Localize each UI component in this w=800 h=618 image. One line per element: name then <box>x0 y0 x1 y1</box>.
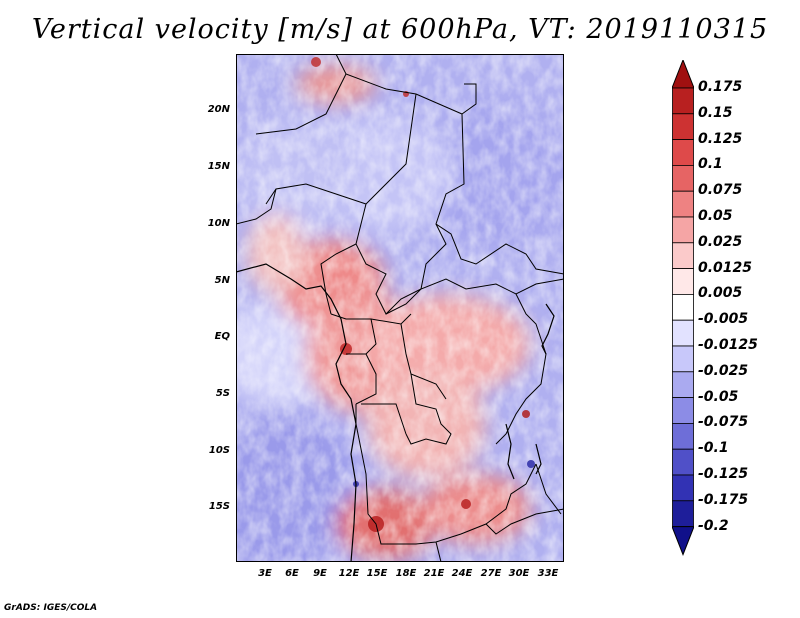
lon-label-15e: 15E <box>366 568 388 579</box>
lon-label-24e: 24E <box>451 568 473 579</box>
colorbar-tick-label: -0.175 <box>698 491 749 508</box>
lon-label-9e: 9E <box>313 568 327 579</box>
lat-label-20n: 20N <box>207 104 230 115</box>
colorbar-tick-label: -0.125 <box>698 466 749 482</box>
colorbar-tick-label: -0.1 <box>698 440 729 457</box>
lon-label-3e: 3E <box>258 568 272 579</box>
colorbar-swatch <box>672 242 694 270</box>
colorbar-swatch <box>672 190 694 218</box>
colorbar-tick-label: -0.0125 <box>698 337 758 353</box>
lake-victoria-outline <box>541 303 555 355</box>
lat-label-eq: EQ <box>214 331 230 342</box>
colorbar-tick-label: -0.075 <box>698 414 749 431</box>
colorbar-swatch <box>672 397 694 424</box>
colorbar-swatch <box>672 165 694 192</box>
lon-label-27e: 27E <box>480 568 502 579</box>
colorbar-tick-label: -0.05 <box>698 388 739 405</box>
lon-label-30e: 30E <box>508 568 530 579</box>
colorbar-swatch <box>672 319 694 347</box>
lon-label-6e: 6E <box>285 568 299 579</box>
colorbar-tick-label: 0.0125 <box>698 259 753 276</box>
colorbar-tick-label: 0.005 <box>698 285 743 302</box>
colorbar <box>672 60 694 556</box>
lat-label-5s: 5S <box>215 388 230 399</box>
colorbar-swatch <box>672 113 694 140</box>
colorbar-tick-label: 0.05 <box>698 208 733 224</box>
map-frame <box>236 54 564 562</box>
lat-label-10s: 10S <box>208 445 230 456</box>
lon-label-21e: 21E <box>423 568 445 579</box>
colorbar-tick-label: 0.125 <box>698 130 743 147</box>
colorbar-swatch <box>672 422 694 450</box>
country-borders <box>236 54 564 562</box>
lat-label-5n: 5N <box>214 275 230 286</box>
lat-label-10n: 10N <box>207 218 230 229</box>
lat-label-15s: 15S <box>208 501 230 512</box>
colorbar-tick-label: -0.005 <box>698 311 749 328</box>
colorbar-swatch <box>672 345 694 373</box>
lat-label-15n: 15N <box>207 161 230 172</box>
colorbar-swatch <box>672 87 694 115</box>
colorbar-tick-label: 0.025 <box>698 233 743 250</box>
lon-label-12e: 12E <box>338 568 360 579</box>
colorbar-swatch <box>672 448 694 476</box>
colorbar-swatch <box>672 474 694 502</box>
colorbar-tick-label: 0.1 <box>698 156 723 173</box>
colorbar-swatch <box>672 293 694 321</box>
chart-title: Vertical velocity [m/s] at 600hPa, VT: 2… <box>31 14 769 45</box>
colorbar-top-triangle <box>672 60 694 89</box>
colorbar-bottom-triangle <box>672 526 694 556</box>
colorbar-swatch <box>672 500 694 527</box>
colorbar-tick-label: -0.025 <box>698 362 749 379</box>
colorbar-swatch <box>672 139 694 166</box>
lake-malawi-outline <box>535 443 542 475</box>
lon-label-18e: 18E <box>395 568 417 579</box>
lon-label-33e: 33E <box>537 568 559 579</box>
colorbar-tick-label: 0.15 <box>698 104 733 121</box>
colorbar-swatch <box>672 268 694 295</box>
footer-credit: GrADS: IGES/COLA <box>4 603 98 613</box>
colorbar-tick-label: 0.175 <box>698 79 743 95</box>
map-plot-area <box>231 54 564 562</box>
lake-tanganyika-outline <box>505 423 515 480</box>
colorbar-swatch <box>672 216 694 244</box>
colorbar-tick-label: 0.075 <box>698 182 743 199</box>
coastline <box>236 263 357 562</box>
colorbar-swatch <box>672 371 694 398</box>
colorbar-tick-label: -0.2 <box>698 517 729 534</box>
